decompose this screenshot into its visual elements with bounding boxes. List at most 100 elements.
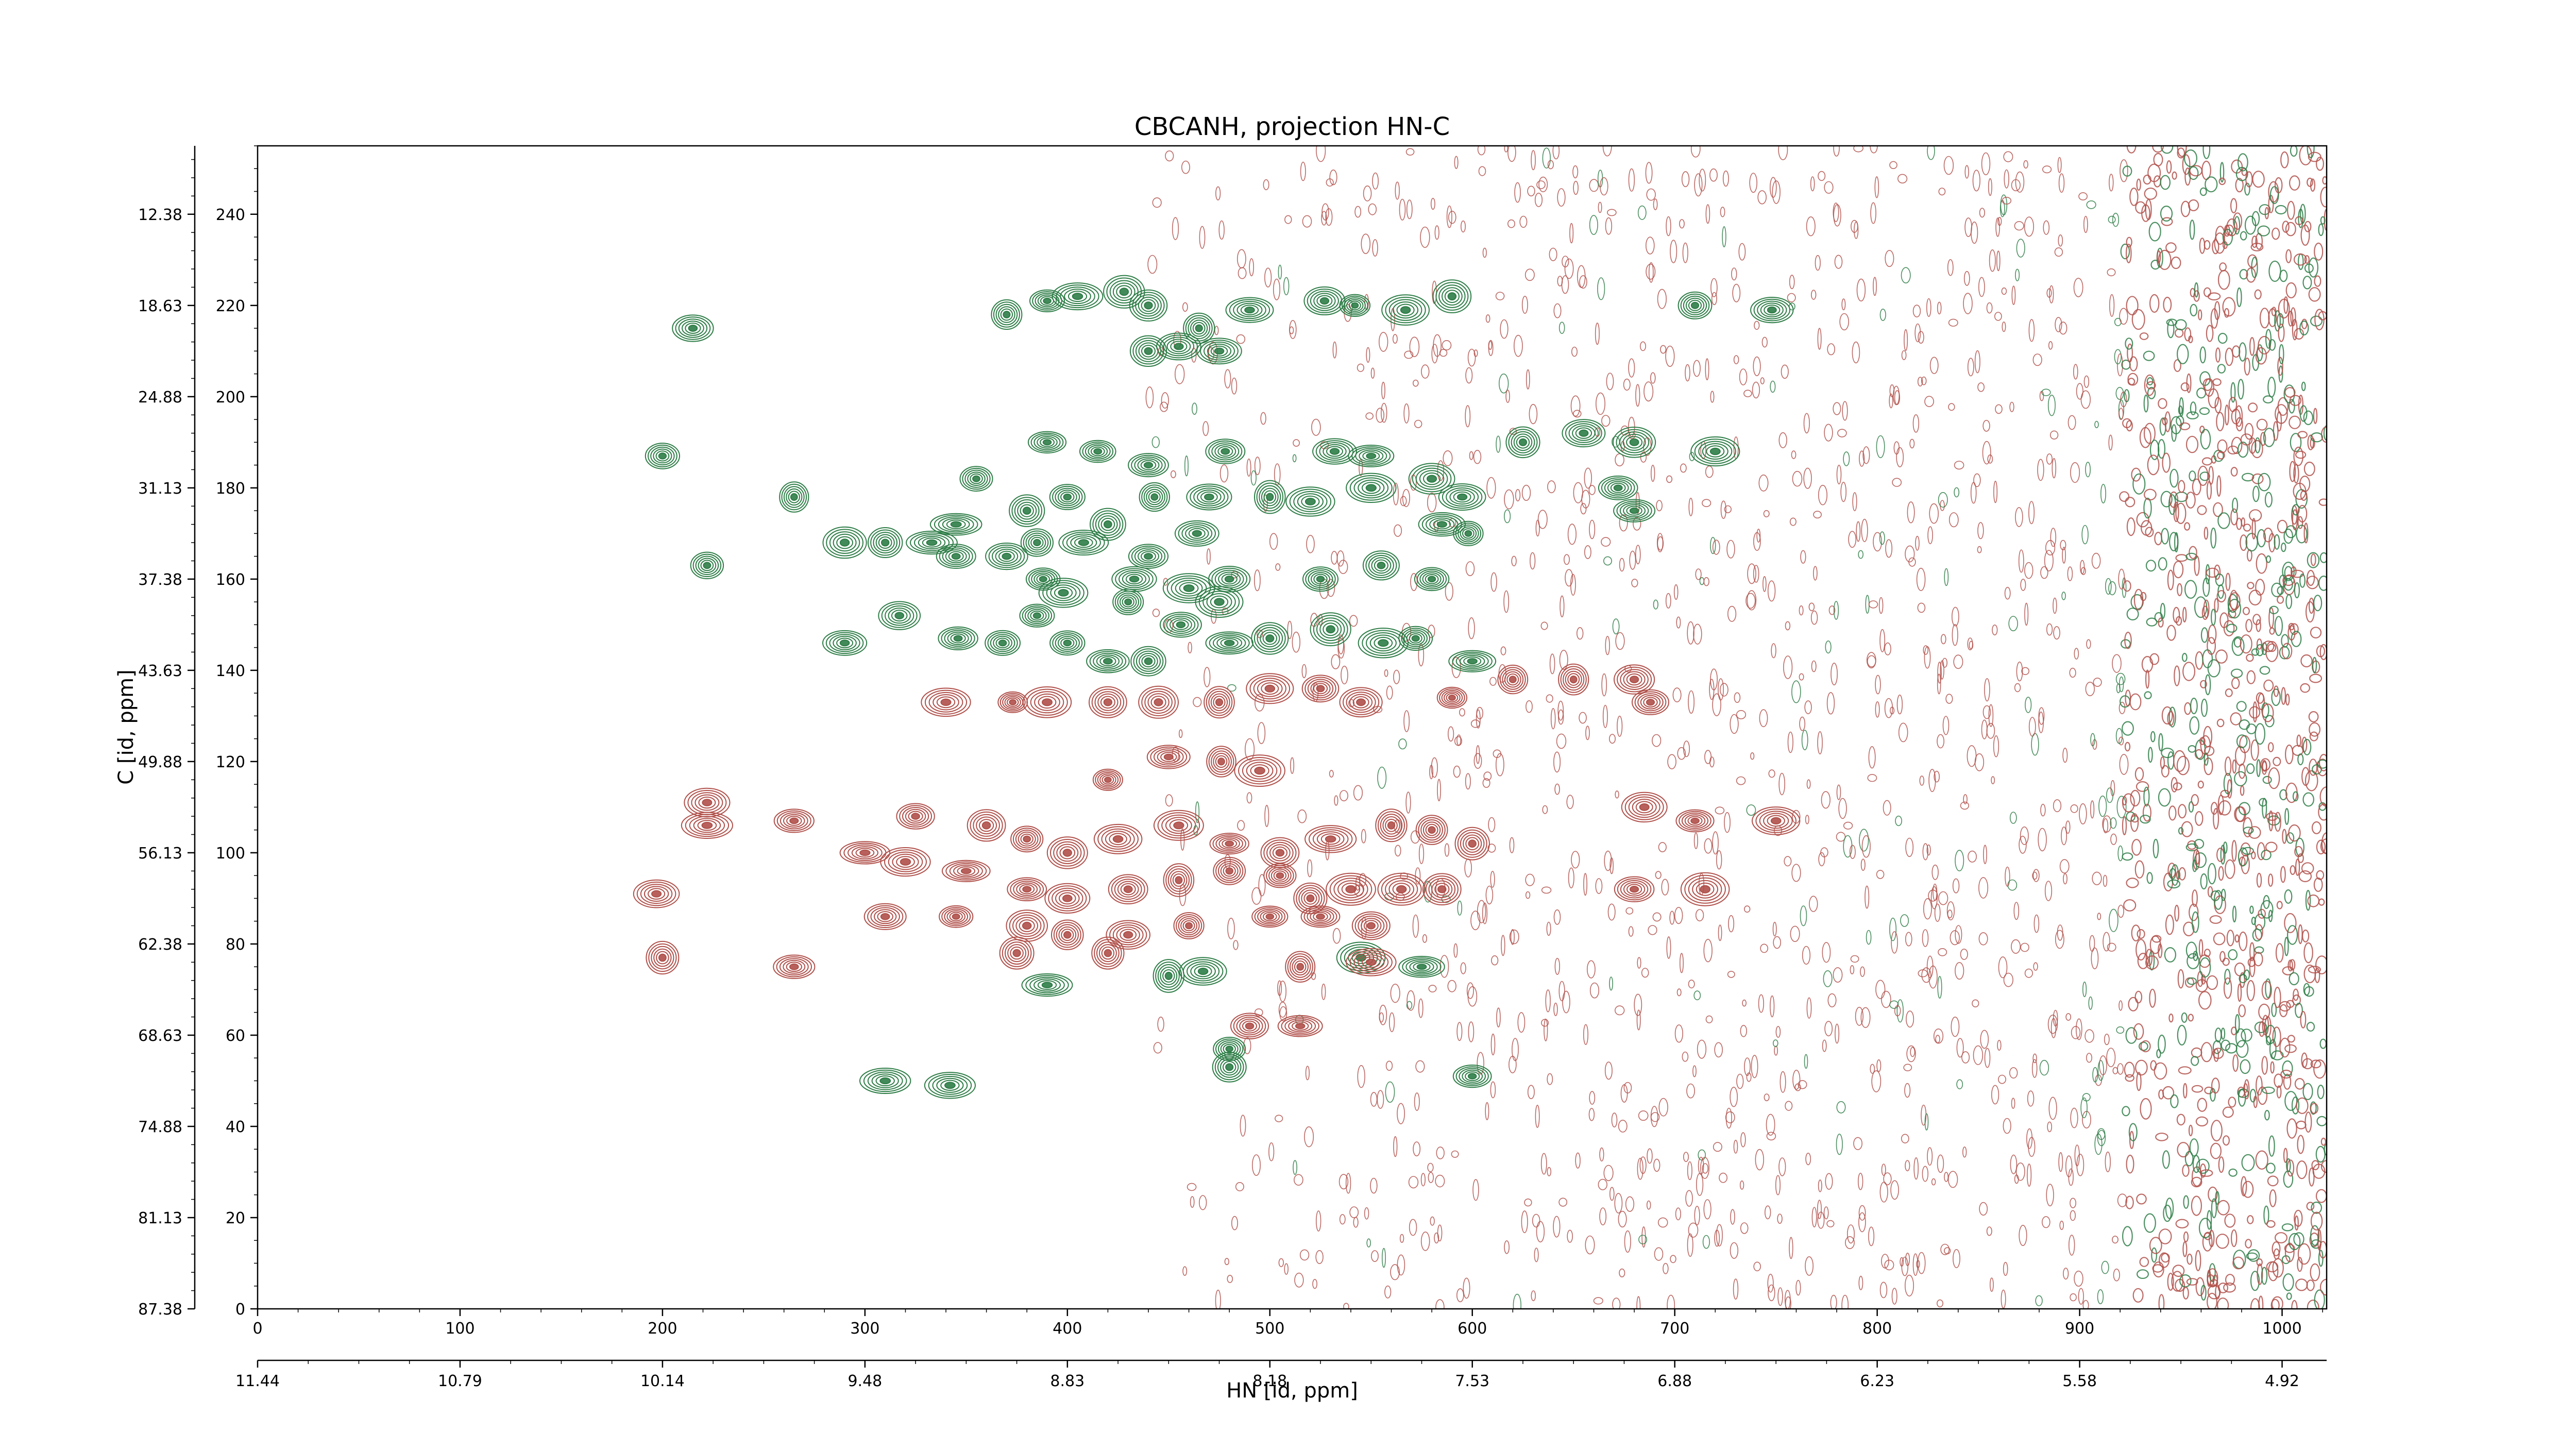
negative-peak-37 bbox=[1106, 920, 1150, 950]
positive-peak-65 bbox=[1159, 612, 1202, 638]
negative-peak-20 bbox=[941, 860, 991, 882]
y-ppm-tick-label-2: 74.88 bbox=[138, 1118, 182, 1136]
x-ppm-tick-label-3: 9.48 bbox=[848, 1372, 882, 1390]
positive-peak-51 bbox=[1174, 520, 1219, 547]
positive-peak-0 bbox=[672, 314, 714, 342]
y-index-tick-label-7: 140 bbox=[216, 662, 245, 680]
positive-peak-50 bbox=[1128, 544, 1169, 569]
positive-peak-43 bbox=[1598, 475, 1638, 500]
y-ppm-tick-label-4: 62.38 bbox=[138, 936, 182, 954]
x-index-tick-label-1: 100 bbox=[445, 1320, 474, 1338]
negative-peak-5 bbox=[1010, 825, 1044, 853]
positive-peak-40 bbox=[1346, 473, 1397, 503]
positive-peak-12 bbox=[1677, 291, 1713, 319]
negative-peak-44 bbox=[773, 954, 816, 979]
peak-contours bbox=[633, 275, 1801, 1099]
negative-peak-10 bbox=[1260, 837, 1300, 869]
negative-peak-47 bbox=[1285, 951, 1316, 983]
x-ppm-tick-label-10: 4.92 bbox=[2265, 1372, 2299, 1390]
negative-peak-16 bbox=[1675, 809, 1715, 833]
positive-peak-59 bbox=[1302, 566, 1338, 592]
positive-peak-83 bbox=[1153, 959, 1185, 993]
negative-peak-22 bbox=[1044, 883, 1091, 914]
negative-peak-39 bbox=[1251, 905, 1289, 928]
negative-peak-60 bbox=[1558, 663, 1589, 696]
negative-peak-32 bbox=[1680, 872, 1730, 906]
negative-peak-40 bbox=[1300, 905, 1341, 928]
positive-peak-6 bbox=[1183, 312, 1215, 344]
positive-peak-5 bbox=[1129, 289, 1168, 322]
positive-peak-1 bbox=[991, 299, 1023, 330]
negative-peak-11 bbox=[1304, 825, 1357, 853]
positive-peak-54 bbox=[690, 551, 724, 580]
x-ppm-tick-label-1: 10.79 bbox=[438, 1372, 482, 1390]
y-index-tick-label-0: 0 bbox=[235, 1301, 245, 1319]
positive-peak-71 bbox=[1049, 630, 1086, 656]
positive-peak-76 bbox=[1310, 612, 1351, 647]
positive-peak-34 bbox=[1049, 484, 1086, 510]
negative-peak-33 bbox=[863, 903, 907, 930]
x-index-tick-label-0: 0 bbox=[252, 1320, 262, 1338]
negative-peak-38 bbox=[1173, 912, 1205, 939]
negative-peak-29 bbox=[1377, 872, 1426, 906]
negative-peak-21 bbox=[1007, 877, 1047, 901]
negative-peak-64 bbox=[921, 687, 971, 717]
positive-peak-21 bbox=[1690, 436, 1740, 467]
positive-peak-15 bbox=[1156, 332, 1201, 361]
positive-peak-48 bbox=[1020, 528, 1054, 557]
negative-peak-45 bbox=[999, 936, 1035, 970]
positive-peak-80 bbox=[859, 1068, 911, 1094]
positive-peak-38 bbox=[1254, 480, 1286, 514]
negative-peak-55 bbox=[1246, 673, 1294, 704]
positive-peak-78 bbox=[1398, 626, 1433, 651]
positive-peak-14 bbox=[1129, 335, 1167, 367]
positive-peak-60 bbox=[1362, 550, 1400, 581]
positive-peak-35 bbox=[1090, 508, 1126, 541]
positive-peak-3 bbox=[1052, 282, 1104, 311]
positive-peak-56 bbox=[1111, 566, 1157, 592]
x-ppm-tick-label-7: 6.88 bbox=[1657, 1372, 1692, 1390]
positive-peak-47 bbox=[985, 543, 1028, 570]
negative-peak-34 bbox=[939, 905, 974, 928]
series-negative bbox=[633, 663, 1801, 1039]
negative-peak-46 bbox=[1091, 936, 1125, 970]
x-ppm-tick-label-9: 5.58 bbox=[2062, 1372, 2097, 1390]
negative-peak-43 bbox=[646, 940, 680, 975]
positive-peak-19 bbox=[1562, 419, 1606, 448]
negative-peak-19 bbox=[880, 847, 931, 877]
positive-peak-77 bbox=[1358, 628, 1409, 659]
negative-peak-61 bbox=[1614, 664, 1655, 695]
positive-peak-72 bbox=[1086, 649, 1130, 673]
positive-peak-70 bbox=[985, 630, 1021, 656]
noise-contours bbox=[1145, 146, 2327, 1309]
x-ppm-tick-label-2: 10.14 bbox=[640, 1372, 685, 1390]
positive-peak-26 bbox=[1312, 438, 1357, 465]
y-ppm-tick-label-5: 56.13 bbox=[138, 845, 182, 863]
negative-peak-2 bbox=[773, 808, 815, 833]
x-index-tick-label-3: 300 bbox=[850, 1320, 879, 1338]
negative-peak-58 bbox=[1436, 686, 1468, 709]
x-index-tick-label-9: 900 bbox=[2065, 1320, 2094, 1338]
y-index-tick-label-11: 220 bbox=[216, 297, 245, 315]
negative-peak-12 bbox=[1375, 808, 1408, 843]
negative-peak-25 bbox=[1213, 856, 1246, 885]
y-index-tick-label-4: 80 bbox=[226, 936, 245, 954]
negative-peak-3 bbox=[896, 803, 935, 830]
chart-title: CBCANH, projection HN-C bbox=[1134, 112, 1450, 141]
negative-peak-63 bbox=[997, 691, 1028, 713]
positive-peak-33 bbox=[1009, 494, 1045, 527]
positive-peak-2 bbox=[1029, 289, 1065, 313]
negative-peak-14 bbox=[1454, 827, 1490, 861]
negative-peak-42 bbox=[633, 879, 680, 908]
positive-peak-10 bbox=[1381, 294, 1430, 326]
positive-peak-16 bbox=[1196, 338, 1242, 365]
negative-peak-67 bbox=[1234, 754, 1285, 787]
negative-peak-62 bbox=[1632, 689, 1669, 715]
x-index-tick-label-7: 700 bbox=[1660, 1320, 1689, 1338]
positive-peak-67 bbox=[822, 630, 868, 656]
positive-peak-27 bbox=[1348, 445, 1395, 467]
negative-peak-48 bbox=[1346, 948, 1397, 976]
negative-peak-7 bbox=[1093, 823, 1143, 854]
